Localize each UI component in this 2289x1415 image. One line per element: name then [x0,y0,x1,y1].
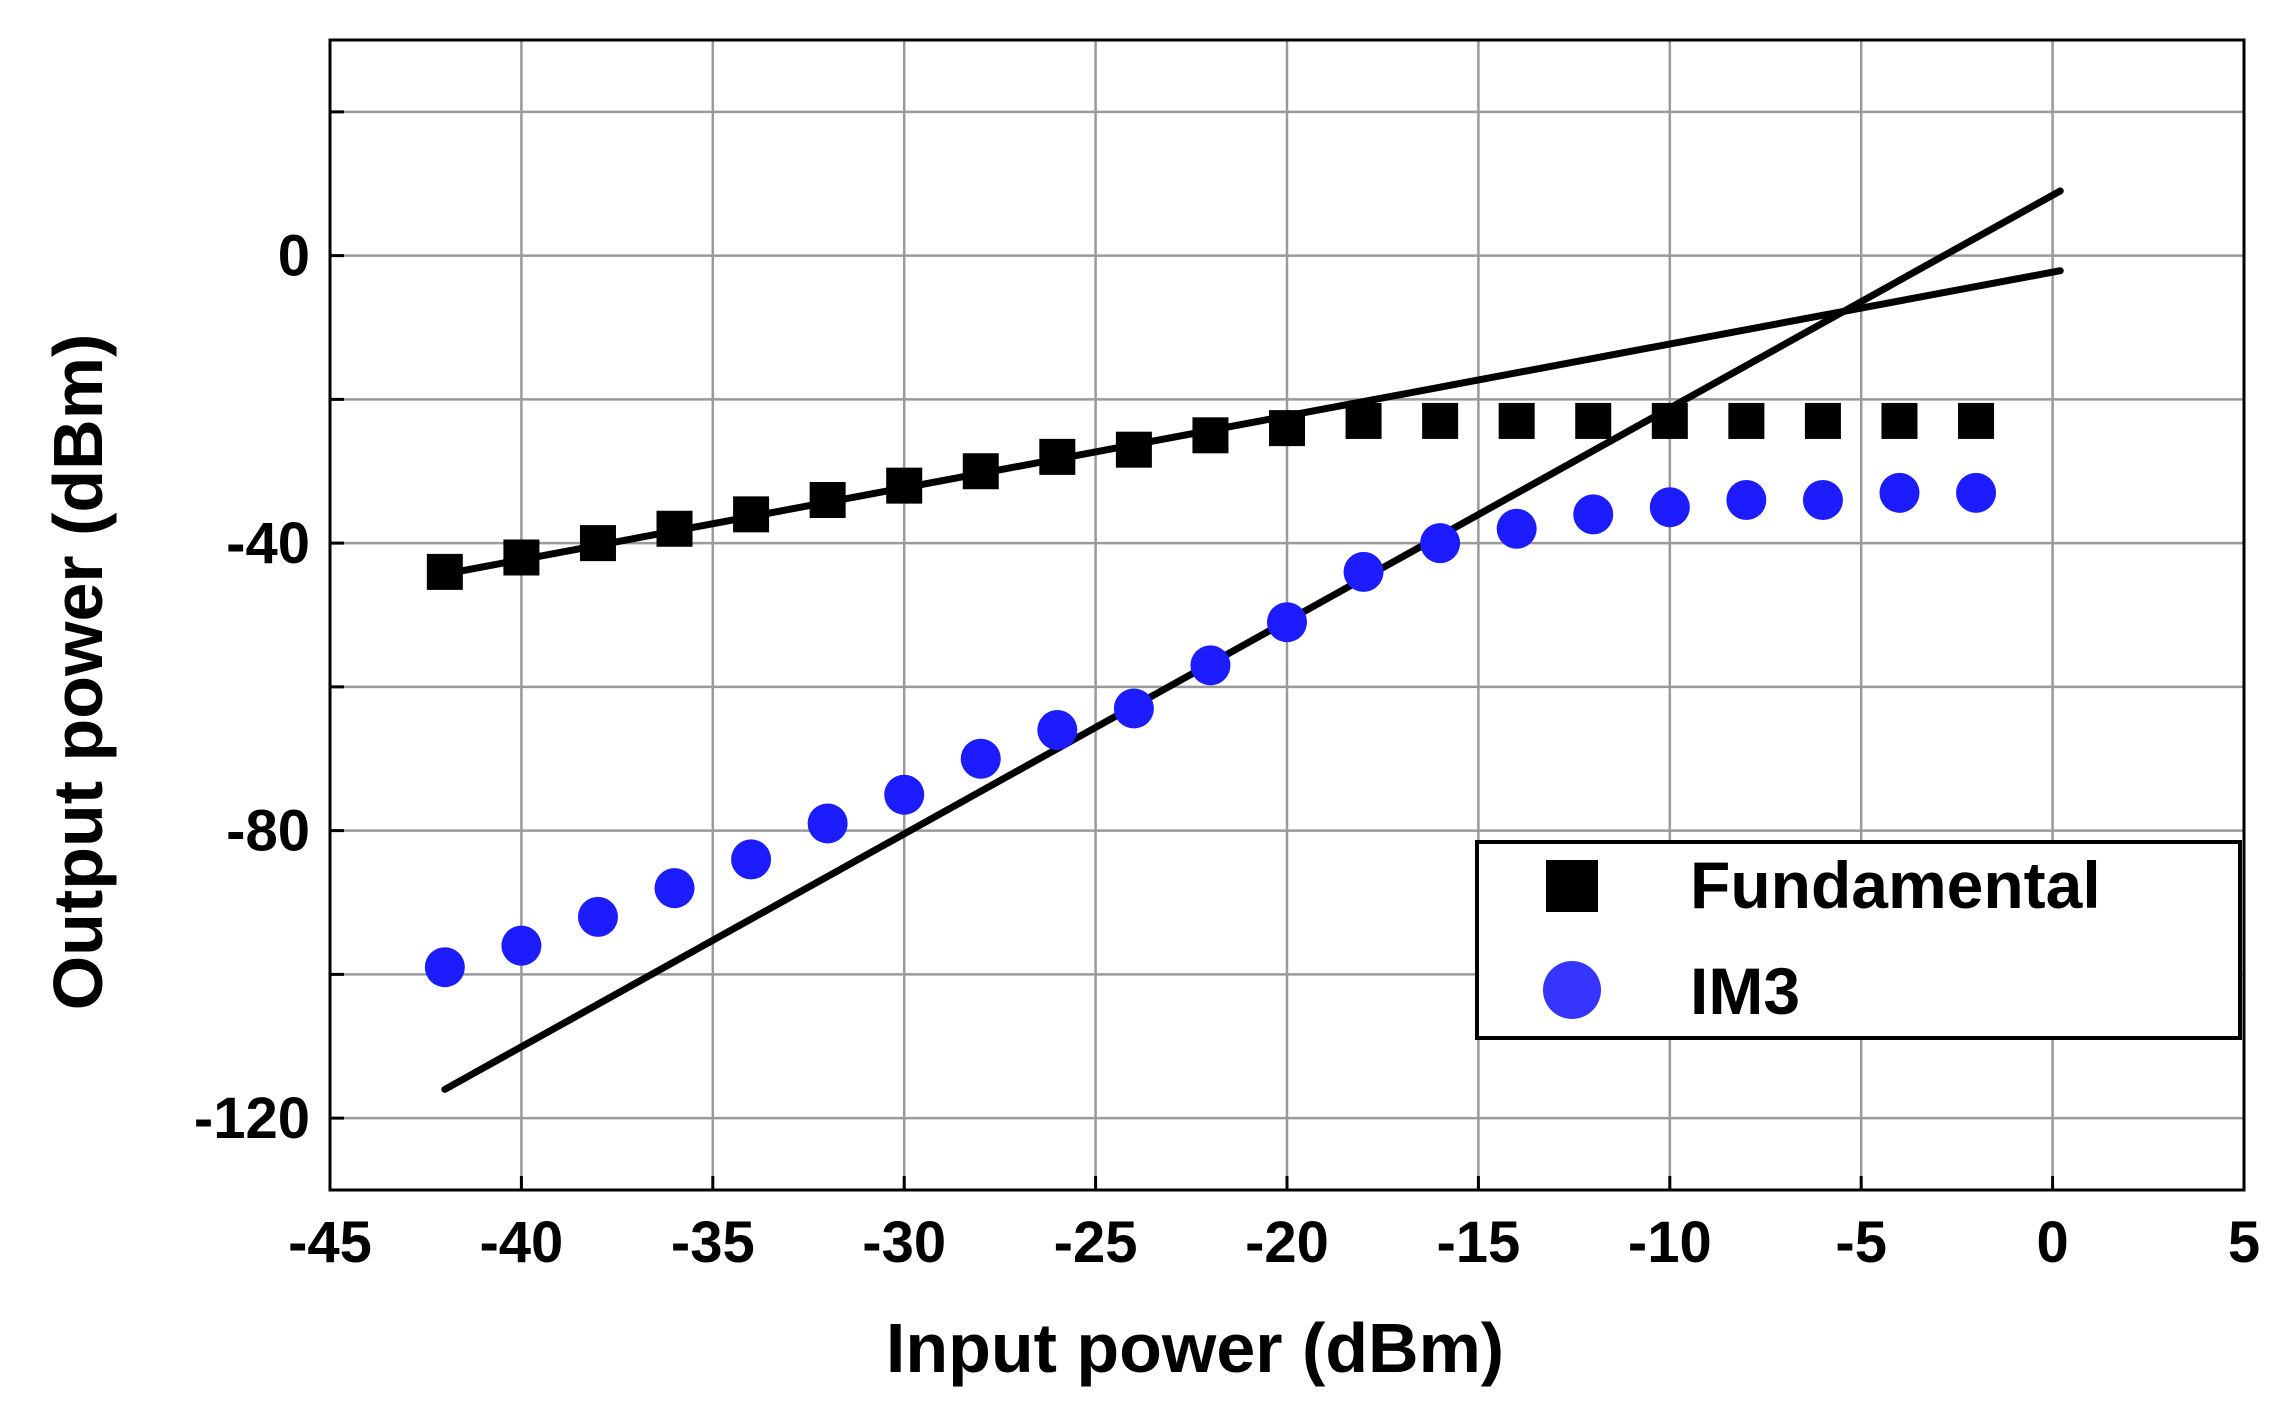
im3-point [1573,494,1614,535]
fundamental-point [1498,402,1535,439]
fundamental-point [426,553,463,590]
im3-point [960,738,1001,779]
x-tick-label: -5 [1835,1210,1887,1275]
fundamental-point [1192,417,1229,454]
y-tick-label: -40 [226,511,310,576]
legend-label-im3: IM3 [1690,954,1800,1028]
fundamental-point [1115,431,1152,468]
fundamental-point [1575,402,1612,439]
legend-box [1475,840,2242,1040]
im3-point [1190,645,1231,686]
im3-point [1037,710,1078,750]
fundamental-point [503,539,540,576]
x-tick-label: -40 [479,1210,563,1275]
fundamental-point [1881,402,1918,439]
fundamental-point [1345,402,1382,439]
im3-point [577,896,618,937]
fundamental-point [1269,410,1305,447]
fundamental-point [1728,402,1765,439]
x-tick-label: -20 [1245,1210,1329,1275]
im3-point [1113,688,1154,729]
fundamental-point [1958,402,1995,439]
im3-point [1267,602,1307,643]
fundamental-point [1651,402,1688,439]
im3-point [1649,487,1690,528]
im3-point [1802,480,1843,520]
im3-point [884,774,925,815]
fundamental-point [1422,402,1459,439]
fundamental-point [809,482,846,518]
x-tick-label: -45 [288,1210,372,1275]
y-tick-label: -80 [226,799,310,864]
x-axis-title: Input power (dBm) [886,1309,1504,1387]
legend-marker-im3 [1543,961,1601,1019]
data-markers [424,402,1997,988]
im3-point [1420,523,1461,564]
fit-line [441,187,2064,1093]
legend-marker-fundamental [1546,860,1598,912]
fundamental-point [886,467,923,504]
fundamental-point [733,496,770,533]
im3-point [501,925,542,966]
y-axis-title: Output power (dBm) [39,334,117,1011]
y-tick-label: 0 [278,224,310,289]
x-tick-label: -30 [862,1210,946,1275]
x-tick-label: -15 [1436,1210,1520,1275]
fundamental-point [1804,402,1841,439]
axis-ticks [328,110,2246,1190]
x-tick-label: -35 [671,1210,755,1275]
im3-point [1956,472,1997,513]
fundamental-point [962,453,999,490]
im3-point [1879,472,1920,513]
x-tick-label: 0 [2036,1210,2068,1275]
im3-point [731,839,772,880]
fit-line [441,267,2064,578]
im3-point [424,947,465,988]
im3-point [807,803,848,844]
im3-point [1726,480,1767,520]
im3-point [654,868,695,909]
fundamental-point [1039,438,1076,475]
x-tick-label: -25 [1054,1210,1138,1275]
im3-point [1343,551,1384,592]
y-tick-label: -120 [194,1086,310,1151]
tick-labels: -45 -40 -35 -30 -25 -20 -15 -10 -5 0 5 -120 -80 -40 0 [194,224,2260,1275]
legend: Fundamental IM3 [1475,840,2242,1040]
fundamental-point [579,525,616,562]
fit-lines [441,187,2064,1093]
im3-point [1496,508,1537,549]
legend-label-fundamental: Fundamental [1690,848,2101,922]
fundamental-point [656,510,693,547]
x-tick-label: -10 [1628,1210,1712,1275]
x-tick-label: 5 [2228,1210,2260,1275]
